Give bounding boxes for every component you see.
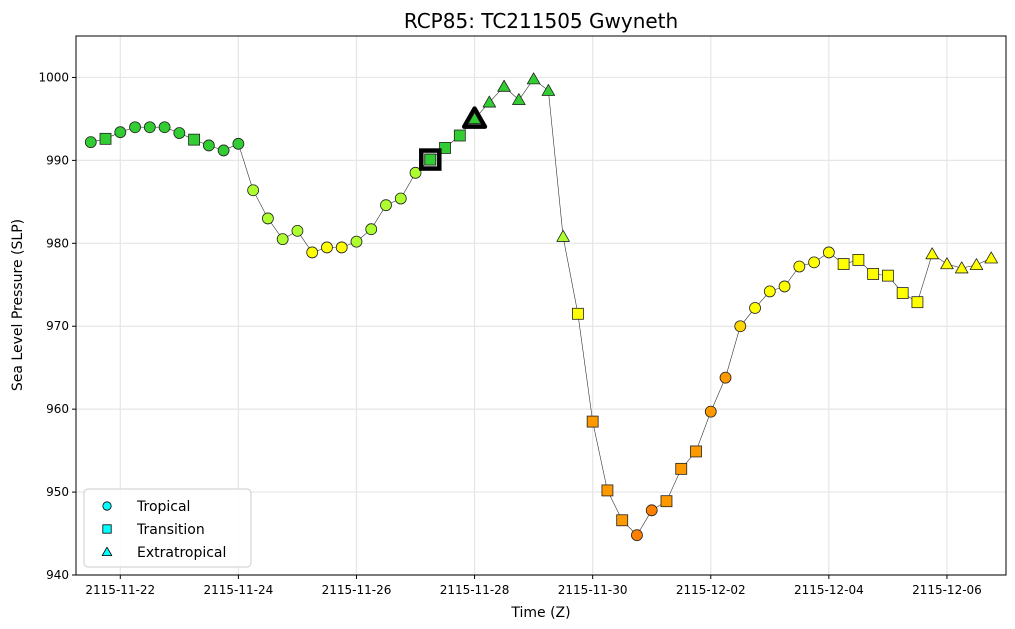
y-tick-label: 960 [46,402,69,416]
data-point-circle [129,121,141,134]
data-point-triangle [984,251,998,264]
data-point-triangle [482,95,497,108]
data-point-circle [645,504,658,517]
data-point-triangle [940,257,954,270]
x-tick-label: 2115-11-22 [85,583,155,597]
data-point-circle [778,280,791,293]
data-point-circle [247,184,260,197]
data-point-circle [84,136,97,149]
x-ticks: 2115-11-22 2115-11-24 2115-11-26 2115-11-28… [85,575,982,597]
x-tick-label: 2115-12-02 [676,583,746,597]
x-tick-label: 2115-12-06 [912,583,982,597]
legend: Tropical Transition Extratropical [83,488,252,568]
y-axis-label: Sea Level Pressure (SLP) [10,219,26,391]
data-point-circle [335,241,348,254]
data-point-circle [143,121,156,134]
data-point-circle [734,320,747,333]
highlighted-points [419,106,488,171]
data-point-circle [380,199,392,212]
data-point-triangle [969,258,984,271]
legend-marker-triangle [101,546,113,557]
x-tick-label: 2115-11-26 [322,583,392,597]
x-tick-label: 2115-11-30 [558,583,628,597]
legend-marker-circle [102,501,112,511]
data-point-circle [350,235,363,248]
y-tick-label: 950 [46,485,69,499]
x-axis-label: Time (Z) [510,605,570,621]
legend-marker-square [102,524,112,534]
highlight-ring [461,106,488,129]
data-point-square [99,132,112,145]
data-point-circle [202,139,215,152]
data-point-circle [394,192,407,205]
data-point-square [690,445,702,458]
x-tick-label: 2115-11-28 [440,583,510,597]
y-tick-label: 980 [46,236,69,250]
data-point-square [572,307,584,320]
legend-box [83,488,252,568]
data-point-square [601,484,614,497]
data-point-triangle [512,93,526,105]
y-tick-label: 940 [46,568,69,582]
data-point-circle [793,260,806,273]
data-point-square [586,415,599,428]
plot-frame [75,35,1007,576]
y-ticks: 940 950 960 970 980 990 1000 [38,70,76,582]
data-point-triangle [526,72,541,85]
data-point-circle [306,246,319,259]
data-point-square [837,258,850,270]
y-tick-label: 970 [46,319,69,333]
y-tick-label: 1000 [38,70,69,84]
data-point-square [882,269,894,282]
data-point-circle [276,233,289,246]
data-point-circle [409,166,422,179]
data-point-square [439,142,451,154]
data-point-triangle [954,261,969,274]
data-point-square [852,253,865,266]
grid [76,36,1006,576]
data-point-square [675,462,688,475]
data-point-square [188,133,200,146]
data-point-circle [217,144,230,157]
highlight-point [467,112,482,125]
data-point-circle [232,137,245,150]
data-point-circle [704,405,717,418]
data-point-circle [321,241,333,254]
data-point-circle [749,302,761,314]
data-point-circle [822,246,835,259]
data-point-circle [114,126,127,139]
data-point-circle [808,256,820,269]
data-point-square [453,129,466,142]
data-point-circle [365,223,378,236]
legend-label: Extratropical [137,545,226,561]
data-point-square [660,495,673,508]
data-point-circle [262,212,274,225]
data-point-square [896,287,909,299]
data-point-triangle [541,84,556,96]
highlight-point [424,153,437,166]
legend-label: Transition [136,522,205,538]
x-tick-label: 2115-12-04 [794,583,864,597]
data-point-triangle [556,229,570,242]
x-tick-label: 2115-11-24 [204,583,274,597]
data-point-square [911,296,924,309]
legend-label: Tropical [136,499,190,515]
y-tick-label: 990 [46,153,69,167]
data-point-circle [631,529,643,542]
data-point-circle [158,121,171,134]
highlight-ring [419,148,442,171]
data-point-square [867,268,880,280]
data-point-triangle [497,79,511,92]
data-point-circle [763,285,776,298]
data-point-circle [173,127,186,139]
data-point-triangle [925,247,939,260]
data-point-circle [719,371,732,384]
data-points [84,72,998,542]
data-point-square [616,514,629,527]
data-point-circle [291,224,304,237]
chart-title: RCP85: TC211505 Gwyneth [404,9,678,33]
